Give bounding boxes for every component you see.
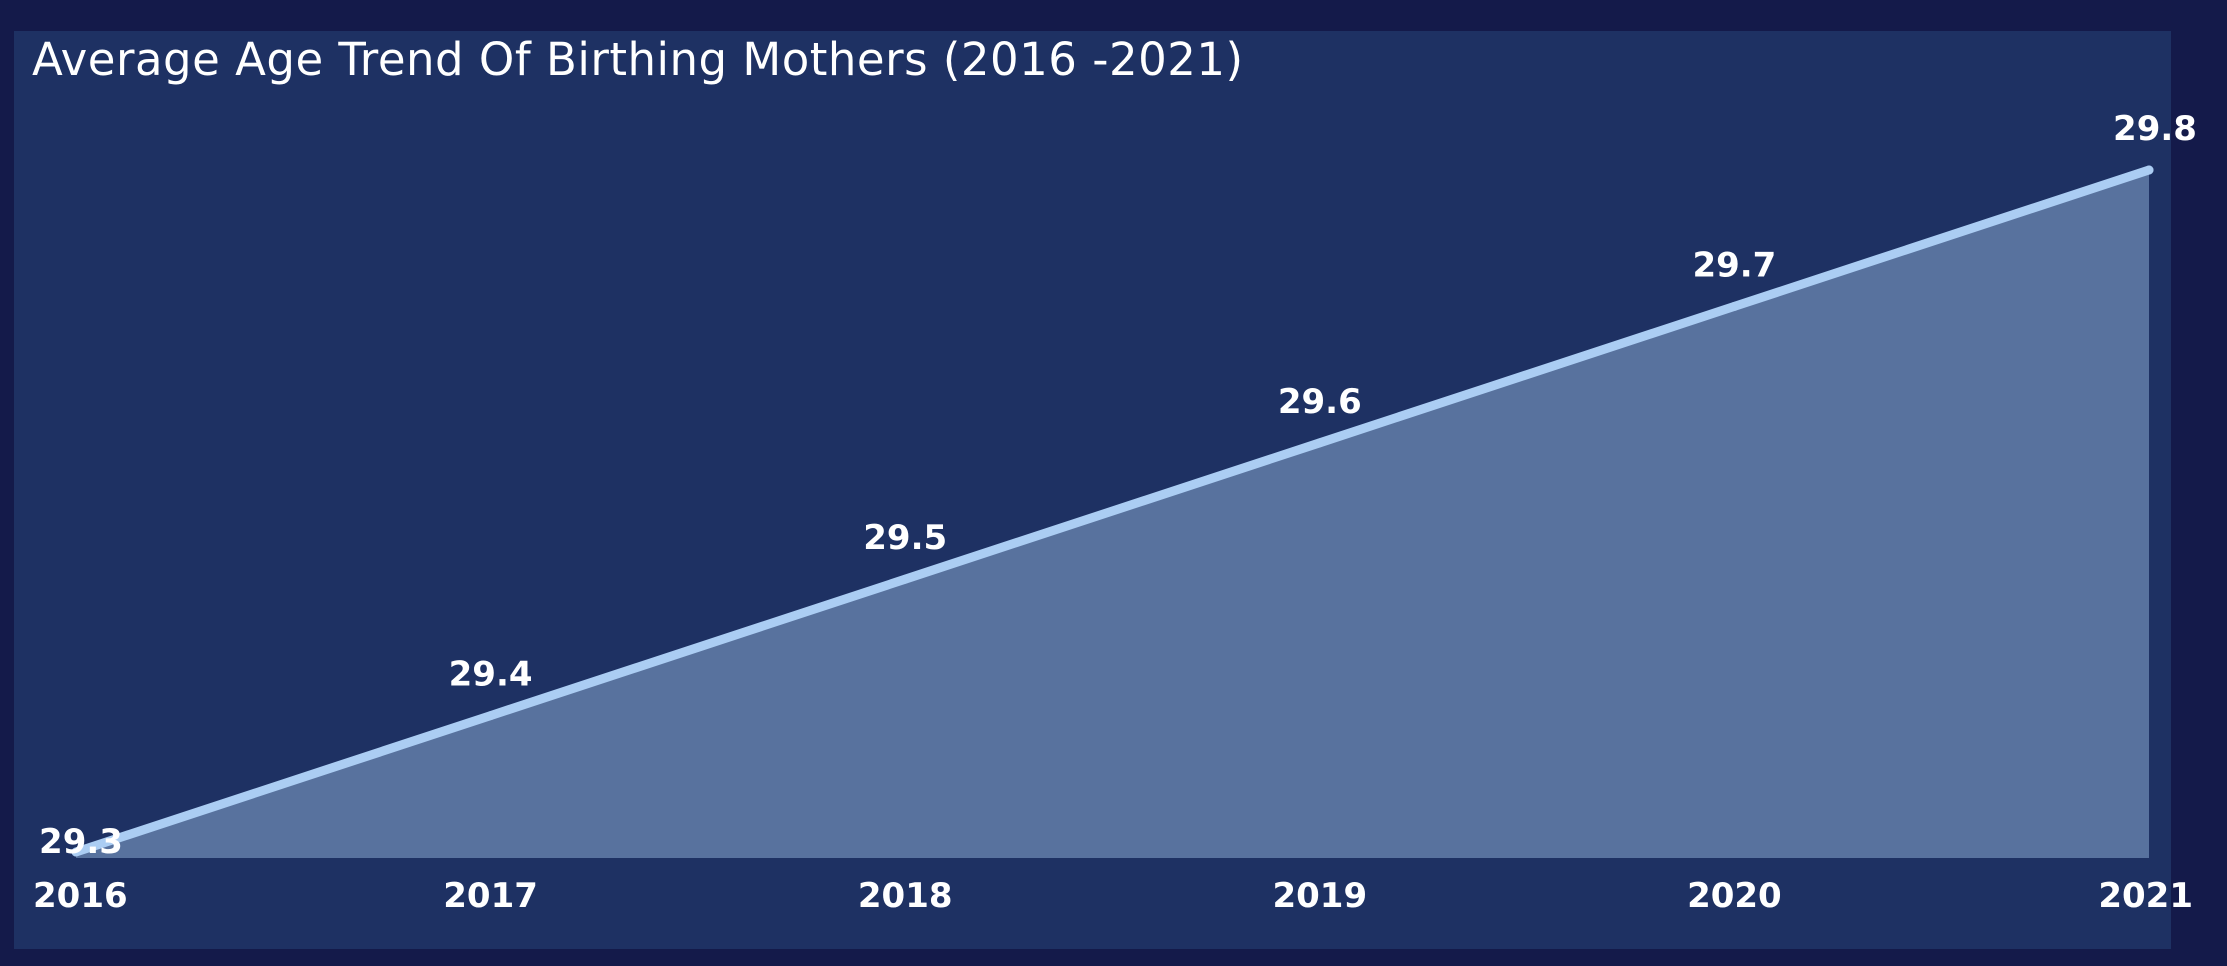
x-tick-label-2019: 2019: [1272, 876, 1367, 916]
data-point-2018[interactable]: [900, 574, 910, 584]
data-point-2020[interactable]: [1729, 301, 1739, 311]
data-point-2019[interactable]: [1315, 438, 1325, 448]
x-tick-label-2017: 2017: [443, 876, 538, 916]
data-point-2016[interactable]: [71, 847, 81, 857]
data-point-2021[interactable]: [2144, 165, 2154, 175]
data-label-2018: 29.5: [863, 518, 947, 558]
series-line: [71, 165, 2154, 857]
data-label-2017: 29.4: [449, 655, 533, 695]
x-tick-label-2020: 2020: [1687, 876, 1782, 916]
data-label-2021: 29.8: [2113, 109, 2197, 149]
data-point-2017[interactable]: [486, 711, 496, 721]
chart-title: Average Age Trend Of Birthing Mothers (2…: [32, 33, 1244, 86]
data-label-2016: 29.3: [39, 822, 123, 862]
x-tick-label-2018: 2018: [858, 876, 953, 916]
x-tick-label-2016: 2016: [33, 876, 128, 916]
chart-marks: 29.3 29.4 29.5 29.6 29.7 29.8 2016 2017 2018 2019…: [33, 109, 2197, 916]
x-tick-label-2021: 2021: [2098, 876, 2193, 916]
data-label-2019: 29.6: [1278, 382, 1362, 422]
data-label-2020: 29.7: [1692, 245, 1776, 285]
